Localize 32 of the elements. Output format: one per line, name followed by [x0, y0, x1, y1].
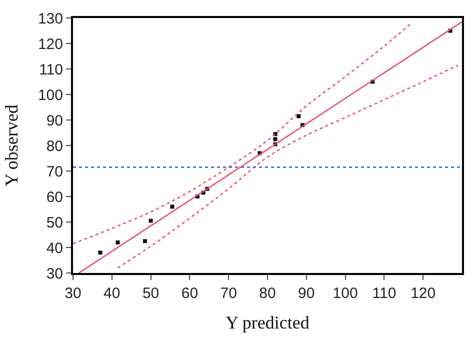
x-tick-label: 60 [181, 285, 198, 302]
x-tick-label: 110 [372, 285, 396, 302]
y-tick-label: 60 [46, 188, 63, 206]
point [273, 137, 278, 142]
y-tick-label: 30 [46, 265, 63, 282]
y-tick-label: 110 [39, 61, 63, 78]
point [116, 240, 120, 244]
point [148, 218, 153, 223]
x-tick-label: 30 [64, 285, 82, 302]
x-tick-label: 40 [104, 285, 120, 302]
y-tick-label: 70 [46, 163, 63, 180]
point [296, 114, 301, 118]
y-tick-label: 130 [38, 10, 63, 28]
x-tick-label: 90 [298, 285, 315, 302]
x-tick-label: 120 [410, 285, 436, 302]
y-tick-label: 40 [46, 240, 63, 257]
x-tick-label: 80 [259, 285, 276, 302]
x-tick-label: 100 [332, 285, 358, 302]
y-tick-label: 90 [46, 112, 63, 130]
point [142, 239, 147, 244]
x-tick-label: 70 [220, 285, 237, 302]
x-tick-label: 50 [142, 285, 160, 302]
y-tick-label: 120 [38, 36, 63, 53]
point [98, 250, 102, 255]
x-axis-title: Y predicted [226, 312, 310, 333]
line-series [117, 64, 459, 269]
y-tick-label: 50 [46, 214, 63, 232]
point [170, 204, 174, 209]
y-tick-label: 80 [46, 138, 63, 155]
y-tick-label: 100 [38, 86, 63, 104]
line-series [73, 22, 412, 244]
y-axis-title: Y observed [2, 104, 22, 186]
